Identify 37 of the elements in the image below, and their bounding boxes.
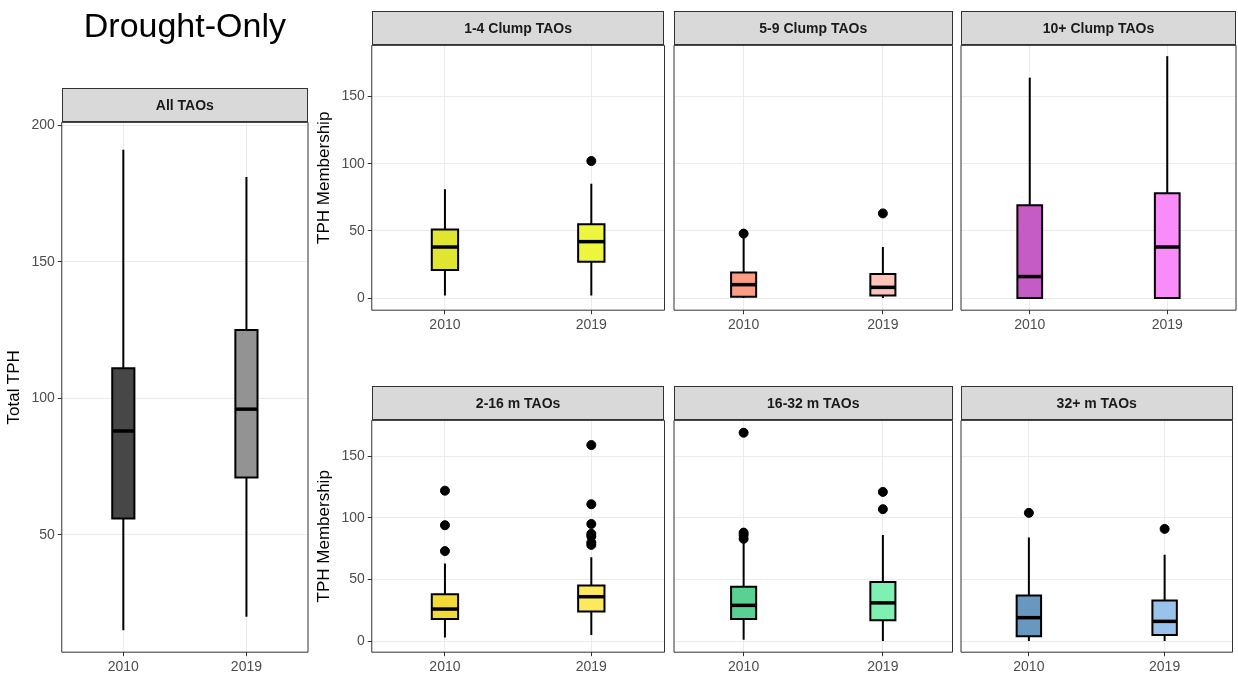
y-tick-label: 100: [31, 389, 55, 406]
x-tick-label: 2019: [575, 316, 608, 333]
x-tick-label: 2019: [1151, 316, 1184, 333]
y-tick-label: 50: [349, 221, 365, 238]
chart-title: All TAOs: [61, 88, 308, 123]
x-tick-label: 2019: [1149, 658, 1181, 675]
y-axis-title: TPH Membership: [313, 470, 333, 603]
x-tick-label: 2010: [728, 316, 760, 333]
chart-title: 32+ m TAOs: [961, 386, 1233, 421]
x-tick-label: 2010: [429, 316, 461, 333]
y-tick-label: 150: [341, 447, 365, 464]
text: Drought-Only: [82, 6, 287, 45]
x-tick-label: 2019: [230, 658, 263, 675]
x-tick-label: 2010: [1013, 658, 1045, 675]
y-tick-label: 100: [341, 154, 365, 171]
x-tick-label: 2019: [867, 316, 899, 333]
y-tick-label: 50: [39, 525, 55, 542]
chart-title: 10+ Clump TAOs: [961, 11, 1236, 46]
y-tick-label: 200: [31, 115, 55, 132]
x-tick-label: 2019: [575, 658, 608, 675]
x-tick-label: 2019: [867, 658, 899, 675]
x-tick-label: 2010: [1014, 316, 1046, 333]
x-tick-label: 2010: [107, 658, 140, 675]
y-tick-label: 50: [349, 570, 365, 587]
y-tick-label: 150: [341, 87, 365, 104]
y-tick-label: 0: [356, 631, 365, 648]
x-tick-label: 2010: [728, 658, 760, 675]
y-tick-label: 0: [356, 288, 365, 305]
chart-title: 16-32 m TAOs: [674, 386, 953, 421]
chart-title: 5-9 Clump TAOs: [674, 11, 953, 46]
chart-title: 1-4 Clump TAOs: [371, 11, 665, 46]
chart-title: 2-16 m TAOs: [371, 386, 665, 421]
y-tick-label: 100: [341, 508, 365, 525]
y-axis-title: TPH Membership: [313, 111, 333, 244]
x-tick-label: 2010: [429, 658, 461, 675]
y-axis-title: Total TPH: [3, 350, 23, 425]
y-tick-label: 150: [31, 252, 55, 269]
